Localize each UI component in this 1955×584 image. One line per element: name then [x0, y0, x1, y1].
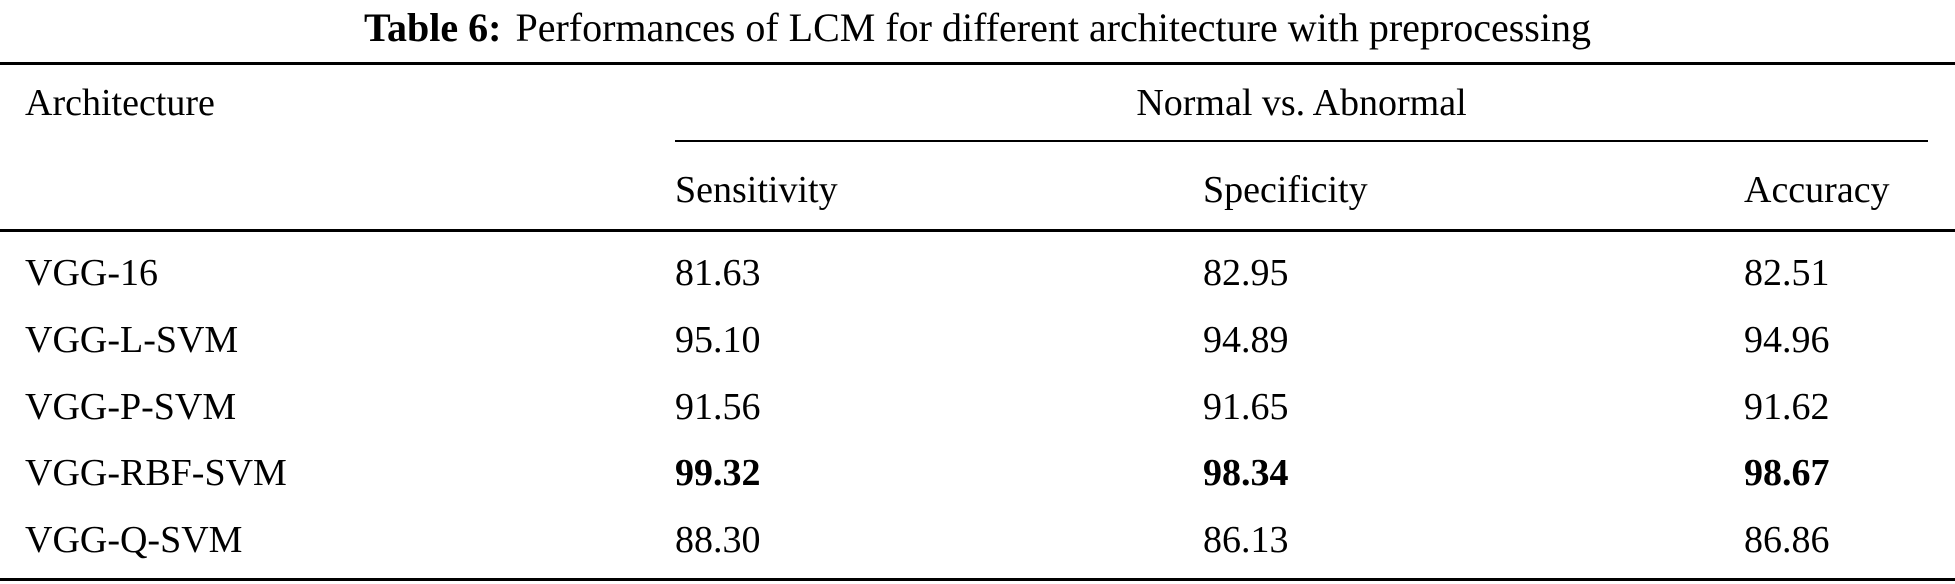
bottom-rule [0, 578, 1955, 581]
cell-specificity: 91.65 [1203, 386, 1289, 428]
cell-sensitivity: 91.56 [675, 386, 761, 428]
cell-accuracy: 94.96 [1744, 319, 1830, 361]
cell-accuracy: 82.51 [1744, 252, 1830, 294]
cell-architecture: VGG-Q-SVM [25, 519, 243, 561]
cell-specificity: 94.89 [1203, 319, 1289, 361]
table-row: VGG-RBF-SVM 99.32 98.34 98.67 [0, 451, 1955, 495]
cell-sensitivity: 88.30 [675, 519, 761, 561]
column-header-accuracy: Accuracy [1744, 169, 1890, 211]
caption-label: Table 6: [364, 5, 502, 50]
cell-accuracy: 86.86 [1744, 519, 1830, 561]
table-row: VGG-L-SVM 95.10 94.89 94.96 [0, 318, 1955, 362]
column-header-normal-vs-abnormal: Normal vs. Abnormal [1136, 82, 1467, 124]
table-row: VGG-P-SVM 91.56 91.65 91.62 [0, 385, 1955, 429]
cell-sensitivity: 81.63 [675, 252, 761, 294]
cell-architecture: VGG-RBF-SVM [25, 452, 287, 494]
span-header-rule [675, 140, 1928, 142]
cell-sensitivity: 99.32 [675, 452, 761, 494]
top-rule [0, 62, 1955, 65]
cell-sensitivity: 95.10 [675, 319, 761, 361]
cell-specificity: 82.95 [1203, 252, 1289, 294]
cell-architecture: VGG-L-SVM [25, 319, 239, 361]
header-row-group: Architecture Normal vs. Abnormal [0, 81, 1955, 125]
caption-text: Performances of LCM for different archit… [515, 5, 1591, 50]
header-bottom-rule [0, 229, 1955, 232]
cell-architecture: VGG-16 [25, 252, 158, 294]
cell-accuracy: 91.62 [1744, 386, 1830, 428]
column-header-architecture: Architecture [25, 82, 215, 124]
cell-specificity: 86.13 [1203, 519, 1289, 561]
table-caption: Table 6: Performances of LCM for differen… [0, 4, 1955, 52]
cell-architecture: VGG-P-SVM [25, 386, 237, 428]
cell-specificity: 98.34 [1203, 452, 1289, 494]
header-row-metrics: Sensitivity Specificity Accuracy [0, 168, 1955, 212]
column-header-specificity: Specificity [1203, 169, 1368, 211]
table-row: VGG-16 81.63 82.95 82.51 [0, 251, 1955, 295]
column-header-sensitivity: Sensitivity [675, 169, 838, 211]
cell-accuracy: 98.67 [1744, 452, 1830, 494]
table-row: VGG-Q-SVM 88.30 86.13 86.86 [0, 518, 1955, 562]
